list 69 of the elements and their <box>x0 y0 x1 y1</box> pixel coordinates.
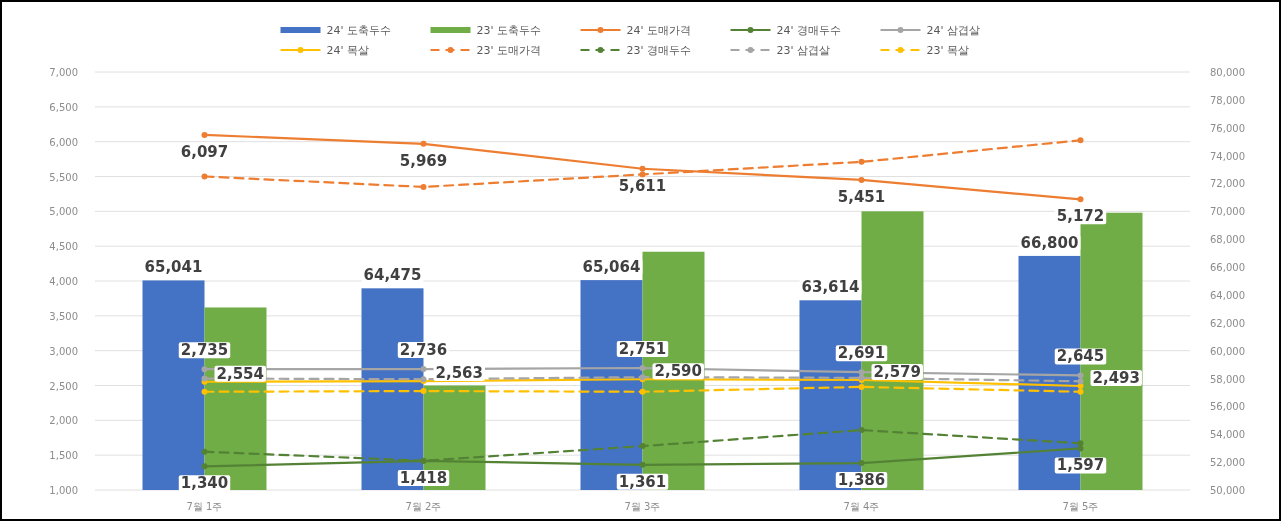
data-label: 5,611 <box>618 176 667 195</box>
y-tick-label: 3,500 <box>49 310 78 322</box>
y2-tick-label: 60,000 <box>1210 345 1245 357</box>
legend-label: 23' 도축두수 <box>476 24 542 37</box>
data-label: 2,493 <box>1092 368 1140 387</box>
data-label: 5,451 <box>837 187 886 206</box>
y2-tick-label: 56,000 <box>1210 401 1245 413</box>
x-tick-label: 7월 1주 <box>186 501 223 512</box>
data-label: 2,579 <box>873 363 921 381</box>
y-tick-label: 5,000 <box>49 206 78 218</box>
y-tick-label: 4,000 <box>49 276 78 287</box>
x-tick-label: 7월 5주 <box>1062 501 1099 512</box>
data-label: 2,645 <box>1056 347 1105 366</box>
data-label: 2,735 <box>180 341 229 360</box>
y2-tick-label: 62,000 <box>1210 317 1245 329</box>
data-label: 1,386 <box>837 471 886 490</box>
y2-tick-label: 76,000 <box>1210 122 1245 134</box>
x-tick-label: 7월 2주 <box>405 501 442 512</box>
data-label: 5,172 <box>1056 207 1105 226</box>
x-tick-label: 7월 3주 <box>624 501 661 512</box>
y2-tick-label: 66,000 <box>1210 262 1245 274</box>
y2-tick-label: 70,000 <box>1210 206 1245 218</box>
data-label: 1,597 <box>1056 456 1105 475</box>
legend-label: 24' 목살 <box>326 44 370 57</box>
x-tick-label: 7월 4주 <box>843 501 880 512</box>
legend-label: 23' 목살 <box>926 44 970 57</box>
data-label: 6,097 <box>180 142 229 161</box>
y2-tick-label: 78,000 <box>1210 94 1245 106</box>
data-label: 2,563 <box>435 364 483 383</box>
y-tick-label: 5,500 <box>49 171 78 183</box>
data-label: 63,614 <box>801 278 860 297</box>
data-label: 2,736 <box>399 341 448 360</box>
legend-label: 23' 삼겹살 <box>776 44 831 57</box>
data-label: 2,554 <box>216 364 264 383</box>
data-label: 1,340 <box>180 474 229 493</box>
y-tick-label: 1,500 <box>49 450 78 462</box>
y-tick-label: 2,000 <box>49 415 78 427</box>
y-tick-label: 7,000 <box>49 67 78 78</box>
data-label: 64,475 <box>363 266 422 285</box>
y2-tick-label: 72,000 <box>1210 178 1245 190</box>
legend-label: 24' 삼겹살 <box>926 24 981 37</box>
legend-label: 23' 도매가격 <box>476 44 542 57</box>
legend-label: 24' 경매두수 <box>776 24 842 37</box>
data-label: 2,590 <box>654 362 702 381</box>
legend-label: 24' 도축두수 <box>326 24 392 37</box>
data-label: 2,691 <box>837 344 886 363</box>
data-label: 2,751 <box>618 340 667 359</box>
data-label: 5,969 <box>399 151 448 170</box>
legend-label: 23' 경매두수 <box>626 44 692 57</box>
y2-tick-label: 64,000 <box>1210 289 1245 301</box>
data-label: 1,361 <box>618 472 667 491</box>
y-tick-label: 6,500 <box>49 101 78 113</box>
y2-tick-label: 54,000 <box>1210 429 1245 441</box>
y2-tick-label: 80,000 <box>1210 67 1245 78</box>
y-tick-label: 1,000 <box>49 485 78 496</box>
y2-tick-label: 74,000 <box>1210 150 1245 162</box>
y-tick-label: 4,500 <box>49 241 78 253</box>
y2-tick-label: 58,000 <box>1210 373 1245 385</box>
y2-tick-label: 68,000 <box>1210 234 1245 246</box>
data-label: 66,800 <box>1020 233 1079 252</box>
data-label: 1,418 <box>399 468 448 487</box>
data-label: 65,041 <box>144 258 203 277</box>
y-tick-label: 3,000 <box>49 345 78 357</box>
y2-tick-label: 50,000 <box>1210 485 1245 496</box>
y-tick-label: 6,000 <box>49 136 78 148</box>
data-label: 65,064 <box>582 258 641 277</box>
y-tick-label: 2,500 <box>49 380 78 392</box>
legend-label: 24' 도매가격 <box>626 24 692 37</box>
y2-tick-label: 52,000 <box>1210 457 1245 469</box>
